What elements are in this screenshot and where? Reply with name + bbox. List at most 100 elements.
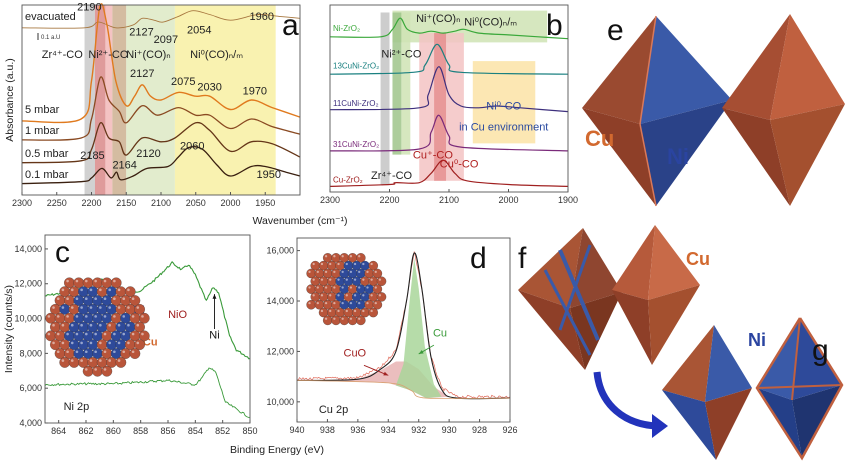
annotation: 2060 [180, 140, 204, 152]
atom-highlight [136, 341, 140, 345]
atom-highlight [70, 359, 74, 362]
atom-highlight [362, 278, 365, 281]
atom [306, 299, 316, 310]
atom-highlight [61, 288, 65, 292]
atom-highlight [337, 294, 340, 297]
plot-frame [296, 237, 511, 423]
x-tick-label: 940 [289, 425, 304, 435]
atom-highlight [80, 288, 83, 292]
atom-highlight [308, 270, 311, 273]
annotation: Ni⁺(CO)ₙ [126, 49, 170, 61]
atom [368, 307, 378, 318]
arrow-head-icon [212, 294, 217, 299]
panel-letter-d: d [470, 242, 487, 275]
atom-highlight [47, 332, 51, 336]
atom-highlight [362, 294, 365, 297]
y-tick-label: 6,000 [19, 383, 42, 393]
atom-highlight [333, 301, 336, 305]
series-line [21, 76, 301, 141]
atom-highlight [89, 323, 93, 327]
atom-highlight [89, 306, 93, 309]
atom-highlight [85, 279, 88, 283]
atom-highlight [308, 301, 311, 305]
y-tick-label: 14,000 [266, 296, 294, 306]
atom-highlight [358, 270, 361, 273]
atom-highlight [320, 262, 324, 266]
x-tick-label: 862 [78, 426, 93, 436]
atom-highlight [70, 323, 74, 327]
atom-highlight [329, 262, 332, 266]
series-line [296, 380, 511, 400]
series-label: 13CuNi-ZrO₂ [333, 61, 379, 70]
atom [101, 365, 113, 377]
atom-highlight [127, 341, 130, 345]
series-label: 11CuNi-ZrO₂ [333, 99, 379, 108]
atom-highlight [75, 315, 79, 318]
plot-frame [44, 234, 251, 424]
atom-highlight [358, 286, 361, 289]
atom-highlight [113, 315, 116, 318]
atom-highlight [80, 359, 83, 362]
x-tick-label: 930 [442, 425, 457, 435]
atom-highlight [70, 306, 74, 309]
atom-highlight [66, 279, 69, 283]
atom-highlight [353, 309, 357, 313]
atom-highlight [324, 301, 328, 305]
atom-highlight [337, 278, 340, 281]
x-tick-label: 850 [242, 426, 257, 436]
x-tick-label: 938 [320, 425, 335, 435]
atom-highlight [316, 301, 319, 305]
series-label: 0.1 mbar [25, 169, 69, 181]
series-label: 0.5 mbar [25, 148, 69, 160]
annotation: 2127 [129, 26, 153, 38]
annotation: Ni⁰-CO [486, 101, 521, 113]
annotation: 2030 [197, 82, 221, 94]
atom-highlight [80, 341, 83, 345]
atom-highlight [113, 279, 116, 283]
x-tick-label: 2250 [47, 198, 67, 208]
annotation: Cu 2p [319, 404, 348, 416]
x-tick-label: 856 [160, 426, 175, 436]
atom-highlight [341, 286, 344, 289]
panel-letter-g: g [812, 334, 829, 367]
transform-arrow-icon [593, 371, 659, 430]
panel-letter-a: a [282, 9, 299, 42]
nanoparticle-inset-d [306, 253, 387, 326]
annotation: 2127 [130, 68, 154, 80]
x-tick-label: 2050 [186, 198, 206, 208]
atom [331, 315, 341, 326]
atom-highlight [103, 350, 107, 354]
atom-highlight [329, 278, 332, 281]
x-tick-label: 2100 [151, 198, 171, 208]
y-tick-label: 10,000 [266, 397, 294, 407]
atom-highlight [341, 301, 344, 305]
atom-highlight [316, 270, 319, 273]
atom-highlight [85, 315, 88, 318]
y-tick-label: 8,000 [19, 348, 42, 358]
x-tick-label: 2200 [81, 198, 101, 208]
annotation: Ni⁺(CO)ₙ [416, 13, 460, 25]
atom-highlight [122, 332, 126, 336]
atom-highlight [94, 350, 97, 354]
atom-highlight [75, 350, 79, 354]
y-tick-label: 14,000 [14, 244, 42, 254]
series-line [296, 252, 511, 400]
atom-highlight [99, 288, 102, 292]
series-label: 31CuNi-ZrO₂ [333, 140, 379, 149]
series-line [21, 10, 301, 29]
atom-highlight [329, 309, 332, 313]
panel-letter-b: b [546, 9, 563, 42]
atom-highlight [131, 297, 135, 301]
atom-highlight [117, 323, 121, 327]
scale-bar-label: 0.1 a.U [41, 35, 60, 41]
wavenumber-axis-label: Wavenumber (cm⁻¹) [253, 215, 348, 227]
atom-highlight [333, 317, 336, 320]
atom-highlight [374, 286, 377, 289]
atom-highlight [353, 278, 357, 281]
atom-highlight [56, 297, 60, 301]
atom-highlight [122, 350, 126, 354]
atom-highlight [94, 279, 97, 283]
atom-highlight [333, 286, 336, 289]
atom-highlight [80, 306, 83, 309]
annotation: Cu⁺-CO [413, 149, 453, 161]
